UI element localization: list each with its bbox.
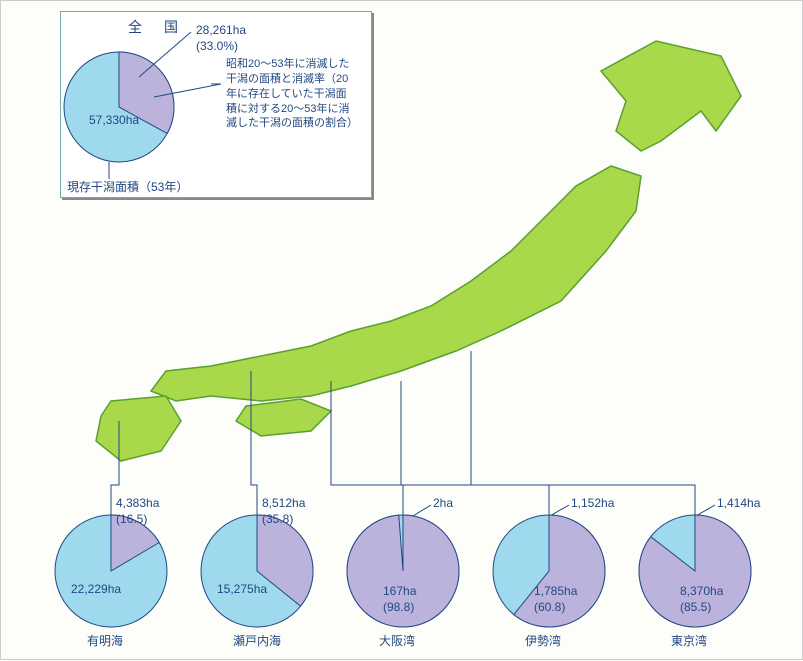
region-name-2: 大阪湾 xyxy=(379,633,415,649)
region-name-4: 東京湾 xyxy=(671,633,707,649)
region-pie-0 xyxy=(53,513,169,629)
region-existing-1: 15,275ha xyxy=(217,581,267,597)
region-existing-0: 22,229ha xyxy=(71,581,121,597)
region-name-0: 有明海 xyxy=(87,633,123,649)
region-name-1: 瀬戸内海 xyxy=(233,633,281,649)
legend-box: 全 国 28,261ha (33.0%) 昭和20～53年に消滅した 干潟の面積… xyxy=(60,11,372,198)
figure-root: 全 国 28,261ha (33.0%) 昭和20～53年に消滅した 干潟の面積… xyxy=(0,0,803,660)
legend-existing-caption: 現存干潟面積（53年） xyxy=(67,179,188,195)
region-existing-2: 2ha xyxy=(433,495,453,511)
region-pie-1 xyxy=(199,513,315,629)
region-lost-3: 1,785ha (60.8) xyxy=(534,583,577,615)
legend-lost-label: 28,261ha (33.0%) xyxy=(196,22,246,54)
region-lost-0: 4,383ha (16.5) xyxy=(116,495,159,527)
region-existing-callout-3: 1,152ha xyxy=(571,495,614,511)
region-name-3: 伊勢湾 xyxy=(525,633,561,649)
region-lost-2: 167ha (98.8) xyxy=(383,583,416,615)
region-lost-1: 8,512ha (35.8) xyxy=(262,495,305,527)
region-existing-callout-4: 1,414ha xyxy=(717,495,760,511)
region-lost-4: 8,370ha (85.5) xyxy=(680,583,723,615)
legend-existing-label: 57,330ha xyxy=(89,112,139,128)
legend-description: 昭和20～53年に消滅した 干潟の面積と消滅率（20 年に存在していた干潟面 積… xyxy=(226,57,358,131)
